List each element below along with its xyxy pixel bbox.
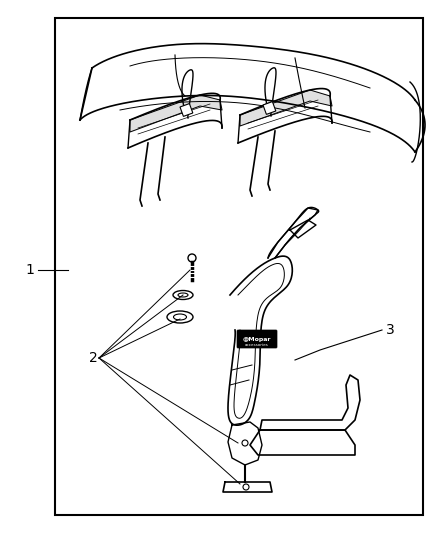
Text: accessories: accessories [245, 343, 269, 347]
Polygon shape [228, 422, 262, 465]
Bar [55, 18, 423, 515]
Polygon shape [268, 208, 318, 258]
FancyBboxPatch shape [237, 330, 277, 348]
Polygon shape [228, 256, 292, 425]
Polygon shape [250, 430, 355, 455]
Polygon shape [223, 482, 272, 492]
Ellipse shape [167, 311, 193, 323]
Ellipse shape [173, 290, 193, 300]
Text: 2: 2 [88, 351, 97, 365]
Polygon shape [290, 220, 316, 238]
Bar [263, 102, 276, 115]
Polygon shape [240, 90, 332, 126]
Text: 3: 3 [385, 323, 394, 337]
Circle shape [242, 440, 248, 446]
Polygon shape [130, 95, 222, 132]
Polygon shape [260, 375, 360, 430]
Ellipse shape [173, 314, 187, 320]
Circle shape [243, 484, 249, 490]
Circle shape [188, 254, 196, 262]
Text: 1: 1 [25, 263, 35, 277]
Ellipse shape [178, 293, 188, 297]
Text: @Mopar: @Mopar [243, 336, 271, 342]
Bar [180, 103, 193, 116]
